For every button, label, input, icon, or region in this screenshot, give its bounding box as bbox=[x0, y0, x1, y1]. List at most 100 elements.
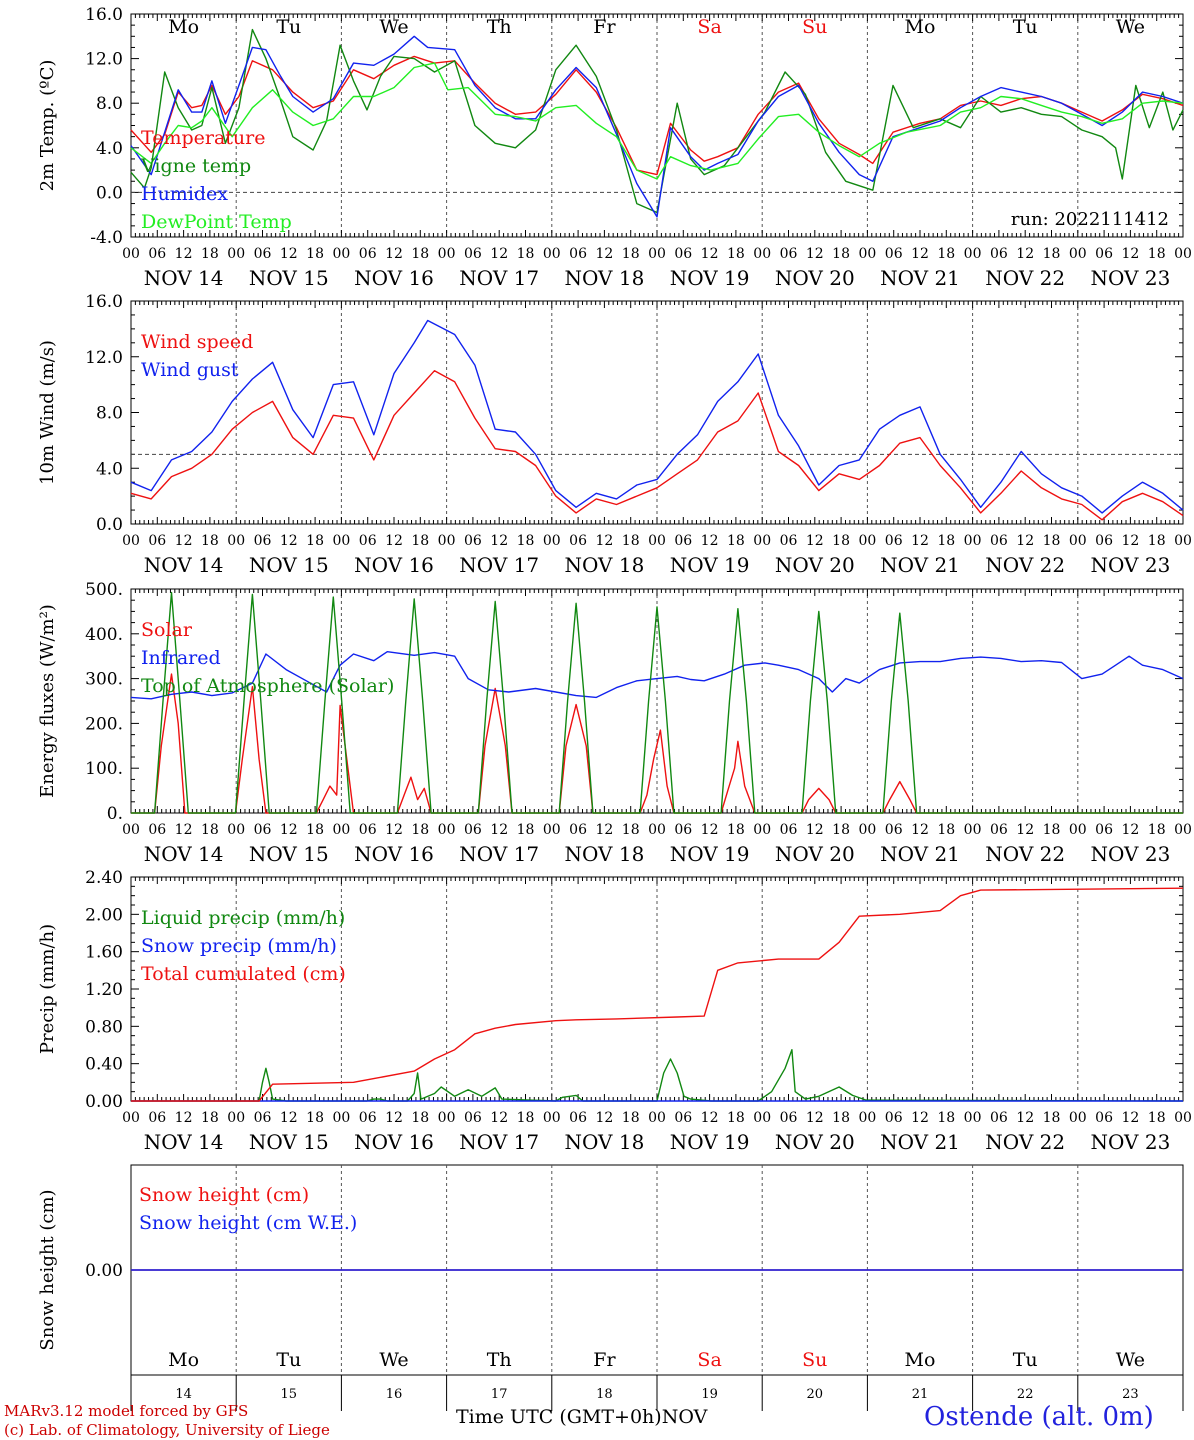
weekday-label: Tu bbox=[1013, 1349, 1038, 1371]
hour-tick-label: 12 bbox=[1121, 822, 1139, 838]
hour-tick-label: 00 bbox=[332, 822, 350, 838]
hour-tick-label: 12 bbox=[490, 533, 508, 549]
series-line bbox=[130, 370, 1184, 521]
date-label: NOV 17 bbox=[459, 842, 539, 866]
y-axis-label: 10m Wind (m/s) bbox=[37, 340, 58, 485]
hour-tick-label: 00 bbox=[648, 1110, 666, 1126]
date-label: NOV 14 bbox=[144, 266, 224, 290]
hour-tick-label: 00 bbox=[753, 533, 771, 549]
day-number-label: 20 bbox=[807, 1387, 824, 1402]
date-label: NOV 14 bbox=[144, 553, 224, 577]
date-label: NOV 21 bbox=[880, 553, 960, 577]
hour-tick-label: 18 bbox=[517, 533, 535, 549]
series-line bbox=[131, 887, 1184, 1102]
hour-tick-label: 18 bbox=[937, 1110, 955, 1126]
date-label: NOV 17 bbox=[459, 553, 539, 577]
y-tick-label: 1.60 bbox=[85, 943, 123, 963]
hour-tick-label: 18 bbox=[622, 246, 640, 262]
day-number-label: 19 bbox=[701, 1387, 718, 1402]
hour-tick-label: 00 bbox=[858, 533, 876, 549]
hour-tick-label: 00 bbox=[438, 1110, 456, 1126]
hour-tick-label: 18 bbox=[1043, 822, 1061, 838]
y-axis-label: Snow height (cm) bbox=[37, 1189, 58, 1350]
hour-tick-label: 18 bbox=[727, 246, 745, 262]
day-number-label: 23 bbox=[1122, 1387, 1139, 1402]
date-label: NOV 20 bbox=[775, 842, 855, 866]
hour-tick-label: 06 bbox=[1095, 246, 1113, 262]
hour-tick-label: 12 bbox=[701, 1110, 719, 1126]
hour-tick-label: 12 bbox=[701, 533, 719, 549]
hour-tick-label: 06 bbox=[674, 822, 692, 838]
hour-tick-label: 12 bbox=[385, 246, 403, 262]
date-label: NOV 19 bbox=[670, 1130, 750, 1154]
hour-tick-label: 00 bbox=[648, 246, 666, 262]
hour-tick-label: 06 bbox=[780, 246, 798, 262]
hour-tick-label: 00 bbox=[1174, 822, 1192, 838]
date-label: NOV 16 bbox=[354, 842, 434, 866]
date-label: NOV 17 bbox=[459, 1130, 539, 1154]
hour-tick-label: 06 bbox=[464, 246, 482, 262]
date-label: NOV 22 bbox=[985, 553, 1065, 577]
hour-tick-label: 12 bbox=[806, 246, 824, 262]
hour-tick-label: 12 bbox=[806, 822, 824, 838]
legend-entry: Liquid precip (mm/h) bbox=[141, 907, 345, 929]
hour-tick-label: 18 bbox=[1043, 246, 1061, 262]
hour-tick-label: 18 bbox=[1043, 1110, 1061, 1126]
date-label: NOV 16 bbox=[354, 266, 434, 290]
y-tick-label: 300. bbox=[85, 670, 123, 690]
hour-tick-label: 12 bbox=[280, 1110, 298, 1126]
legend-entry: Snow height (cm W.E.) bbox=[139, 1212, 357, 1234]
weekday-label: Tu bbox=[1013, 16, 1038, 38]
date-label: NOV 23 bbox=[1091, 266, 1171, 290]
weekday-label: Su bbox=[802, 16, 827, 38]
hour-tick-label: 06 bbox=[990, 822, 1008, 838]
hour-tick-label: 06 bbox=[464, 1110, 482, 1126]
hour-tick-label: 18 bbox=[832, 822, 850, 838]
hour-tick-label: 18 bbox=[201, 1110, 219, 1126]
hour-tick-label: 06 bbox=[569, 533, 587, 549]
legend-entry: Solar bbox=[141, 619, 193, 641]
weekday-label: Mo bbox=[168, 1349, 199, 1371]
hour-tick-label: 12 bbox=[1016, 246, 1034, 262]
hour-tick-label: 12 bbox=[595, 533, 613, 549]
hour-tick-label: 06 bbox=[780, 533, 798, 549]
hour-tick-label: 00 bbox=[753, 822, 771, 838]
weekday-label: Sa bbox=[697, 16, 721, 38]
hour-tick-label: 06 bbox=[254, 246, 272, 262]
legend-entry: DewPoint Temp bbox=[141, 211, 292, 233]
y-tick-label: 12.0 bbox=[85, 50, 123, 70]
legend-entry: Temperature bbox=[141, 127, 265, 149]
date-label: NOV 16 bbox=[354, 1130, 434, 1154]
hour-tick-label: 00 bbox=[227, 246, 245, 262]
hour-tick-label: 12 bbox=[701, 822, 719, 838]
hour-tick-label: 12 bbox=[280, 533, 298, 549]
hour-tick-label: 00 bbox=[122, 533, 140, 549]
date-label: NOV 22 bbox=[985, 1130, 1065, 1154]
y-tick-label: 12.0 bbox=[85, 348, 123, 368]
date-label: NOV 22 bbox=[985, 842, 1065, 866]
weekday-label: Th bbox=[487, 16, 512, 38]
hour-tick-label: 00 bbox=[438, 533, 456, 549]
hour-tick-label: 06 bbox=[885, 822, 903, 838]
hour-tick-label: 06 bbox=[359, 246, 377, 262]
date-label: NOV 20 bbox=[775, 553, 855, 577]
date-label: NOV 18 bbox=[565, 842, 645, 866]
hour-tick-label: 00 bbox=[543, 1110, 561, 1126]
hour-tick-label: 00 bbox=[753, 246, 771, 262]
hour-tick-label: 00 bbox=[543, 822, 561, 838]
hour-tick-label: 18 bbox=[306, 822, 324, 838]
hour-tick-label: 06 bbox=[885, 246, 903, 262]
hour-tick-label: 18 bbox=[201, 822, 219, 838]
date-label: NOV 19 bbox=[670, 266, 750, 290]
date-label: NOV 21 bbox=[880, 1130, 960, 1154]
y-tick-label: 8.0 bbox=[96, 94, 123, 114]
hour-tick-label: 06 bbox=[148, 1110, 166, 1126]
weekday-label: Tu bbox=[276, 16, 301, 38]
hour-tick-label: 06 bbox=[148, 533, 166, 549]
y-tick-label: 0.00 bbox=[85, 1092, 123, 1112]
hour-tick-label: 00 bbox=[438, 822, 456, 838]
date-label: NOV 19 bbox=[670, 842, 750, 866]
hour-tick-label: 00 bbox=[1069, 1110, 1087, 1126]
series-line bbox=[130, 62, 1184, 180]
hour-tick-label: 12 bbox=[1121, 1110, 1139, 1126]
